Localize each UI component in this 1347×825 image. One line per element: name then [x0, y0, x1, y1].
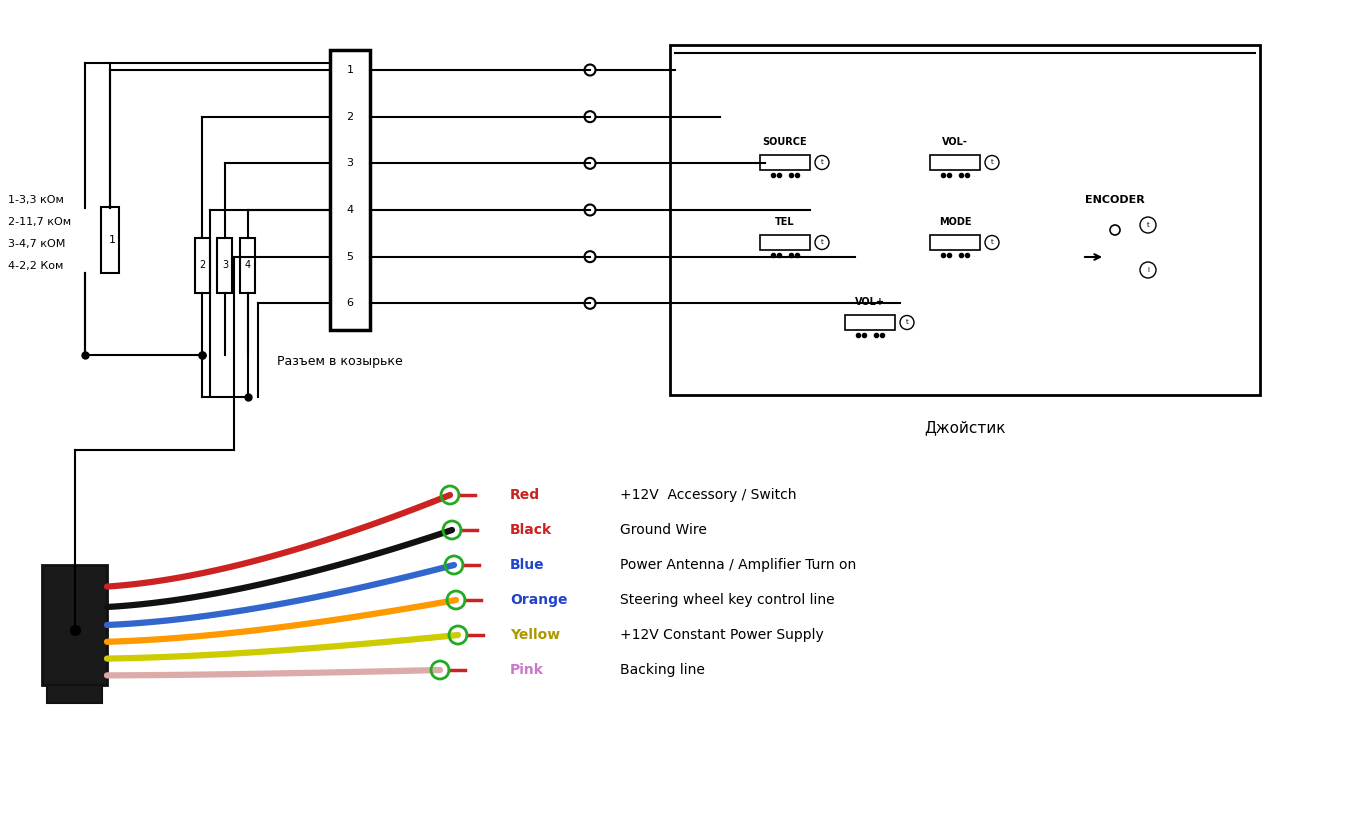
Bar: [929, 155, 981, 170]
Text: ENCODER: ENCODER: [1086, 195, 1145, 205]
Bar: [330, 50, 370, 330]
Text: Steering wheel key control line: Steering wheel key control line: [620, 593, 835, 607]
Text: 3: 3: [346, 158, 353, 168]
Text: t: t: [990, 239, 993, 246]
Text: SOURCE: SOURCE: [762, 137, 807, 147]
Bar: [241, 238, 256, 293]
Text: t: t: [820, 239, 823, 246]
Bar: [760, 235, 810, 250]
Text: VOL+: VOL+: [855, 297, 885, 307]
Text: 2: 2: [346, 111, 353, 121]
Text: VOL-: VOL-: [942, 137, 968, 147]
Text: TEL: TEL: [775, 217, 795, 227]
Text: t: t: [820, 159, 823, 166]
Bar: [47, 685, 102, 703]
Bar: [194, 238, 210, 293]
Text: l: l: [1148, 267, 1149, 273]
Text: Orange: Orange: [511, 593, 567, 607]
Text: MODE: MODE: [939, 217, 971, 227]
Text: 6: 6: [346, 299, 353, 309]
Text: Backing line: Backing line: [620, 663, 704, 677]
Text: Yellow: Yellow: [511, 628, 560, 642]
Text: 2: 2: [199, 260, 205, 270]
Text: Red: Red: [511, 488, 540, 502]
Bar: [929, 235, 981, 250]
Text: t: t: [990, 159, 993, 166]
Text: 4: 4: [346, 205, 353, 215]
Text: Blue: Blue: [511, 558, 544, 572]
Text: t: t: [905, 319, 908, 326]
Bar: [217, 238, 233, 293]
Text: 1: 1: [346, 65, 353, 75]
Text: 1-3,3 кОм: 1-3,3 кОм: [8, 195, 63, 205]
Text: Power Antenna / Amplifier Turn on: Power Antenna / Amplifier Turn on: [620, 558, 857, 572]
Text: 2-11,7 кОм: 2-11,7 кОм: [8, 217, 71, 227]
Text: Разъем в козырьке: Разъем в козырьке: [277, 355, 403, 368]
Text: 3-4,7 кОМ: 3-4,7 кОМ: [8, 239, 66, 249]
Text: 5: 5: [346, 252, 353, 262]
Text: t: t: [1146, 222, 1149, 228]
Text: Ground Wire: Ground Wire: [620, 523, 707, 537]
Bar: [101, 208, 119, 272]
Text: Джойстик: Джойстик: [924, 420, 1006, 435]
Text: 3: 3: [222, 260, 228, 270]
Text: Pink: Pink: [511, 663, 544, 677]
Text: 4-2,2 Ком: 4-2,2 Ком: [8, 261, 63, 271]
Text: +12V Constant Power Supply: +12V Constant Power Supply: [620, 628, 824, 642]
Text: Black: Black: [511, 523, 552, 537]
Text: 1: 1: [109, 235, 116, 245]
Text: +12V  Accessory / Switch: +12V Accessory / Switch: [620, 488, 796, 502]
Bar: [760, 155, 810, 170]
Bar: [845, 315, 894, 330]
Text: 4: 4: [245, 260, 251, 270]
Bar: [42, 565, 106, 685]
Bar: [669, 45, 1259, 395]
